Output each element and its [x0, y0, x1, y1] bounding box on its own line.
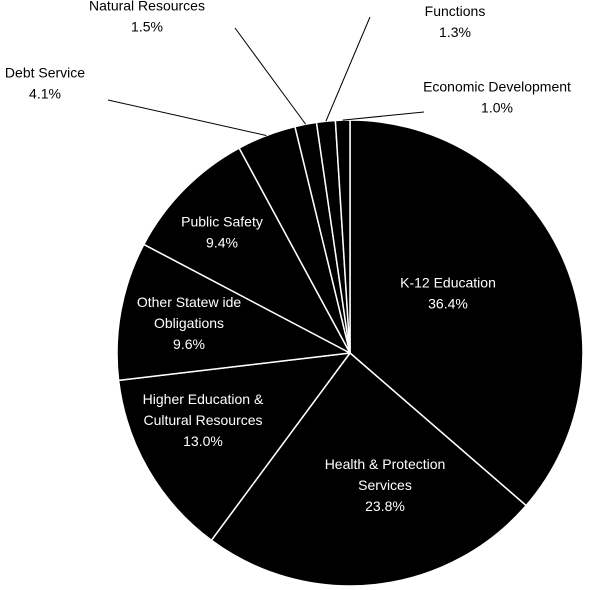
- slice-label-line: Natural Resources: [89, 0, 205, 14]
- slice-label-line: Other Statew ide: [137, 294, 241, 310]
- pie-slice-economic-development: [334, 119, 351, 354]
- slice-label-line: Higher Education &: [143, 391, 264, 407]
- slice-label-public-safety: Public Safety 9.4%: [181, 214, 263, 251]
- slice-label-line: Cultural Resources: [143, 412, 262, 428]
- slice-label-health-and-protection-services: Health & Protection Services 23.8%: [325, 456, 446, 514]
- slice-label-k-12-education: K-12 Education 36.4%: [400, 275, 496, 312]
- leader-line-natural-resources: [234, 27, 307, 125]
- pie-slice-k-12-education: [349, 119, 584, 507]
- leader-line-debt-service: [107, 99, 267, 137]
- slice-label-line: Debt Service: [5, 65, 85, 81]
- slice-label-line: 23.8%: [365, 498, 405, 514]
- slice-label-line: 36.4%: [428, 296, 468, 312]
- slice-label-line: 9.4%: [206, 235, 238, 251]
- slices-layer: [116, 119, 584, 587]
- slice-label-line: 1.0%: [481, 100, 513, 116]
- slice-label-line: 1.5%: [131, 19, 163, 35]
- pie-slice-higher-education-and-cultural-resources: [117, 352, 351, 542]
- slice-label-line: Functions: [425, 3, 486, 19]
- slice-label-line: 1.3%: [439, 24, 471, 40]
- slice-label-higher-education-and-cultural-resources: Higher Education & Cultural Resources 13.0…: [143, 391, 264, 449]
- leader-lines-layer: [107, 16, 425, 137]
- slice-label-line: Public Safety: [181, 214, 263, 230]
- pie-slice-other-statewide-obligations: [116, 243, 351, 382]
- slice-label-natural-resources: Natural Resources 1.5%: [89, 0, 205, 35]
- labels-layer: K-12 Education 36.4% Health & Protection Se…: [5, 0, 571, 514]
- slice-label-line: 13.0%: [183, 433, 223, 449]
- slice-label-economic-development: Economic Development 1.0%: [423, 79, 571, 116]
- pie-slice-health-and-protection-services: [210, 352, 527, 587]
- slice-label-line: Obligations: [154, 315, 224, 331]
- slice-label-debt-service: Debt Service 4.1%: [5, 65, 85, 102]
- slice-label-line: K-12 Education: [400, 275, 496, 291]
- slice-label-line: Health & Protection: [325, 456, 446, 472]
- slice-label-line: Services: [358, 477, 412, 493]
- slice-label-other-statewide-obligations: Other Statew ide Obligations 9.6%: [137, 294, 241, 352]
- slice-label-line: 9.6%: [173, 336, 205, 352]
- leader-line-government-support-functions: [325, 16, 371, 122]
- pie-slice-public-safety: [143, 147, 351, 354]
- slice-label-line: Economic Development: [423, 79, 571, 95]
- slice-label-line: 4.1%: [29, 86, 61, 102]
- leader-line-economic-development: [342, 111, 425, 121]
- slice-label-government-support-functions: Government SupportFunctions1.3%: [390, 0, 520, 40]
